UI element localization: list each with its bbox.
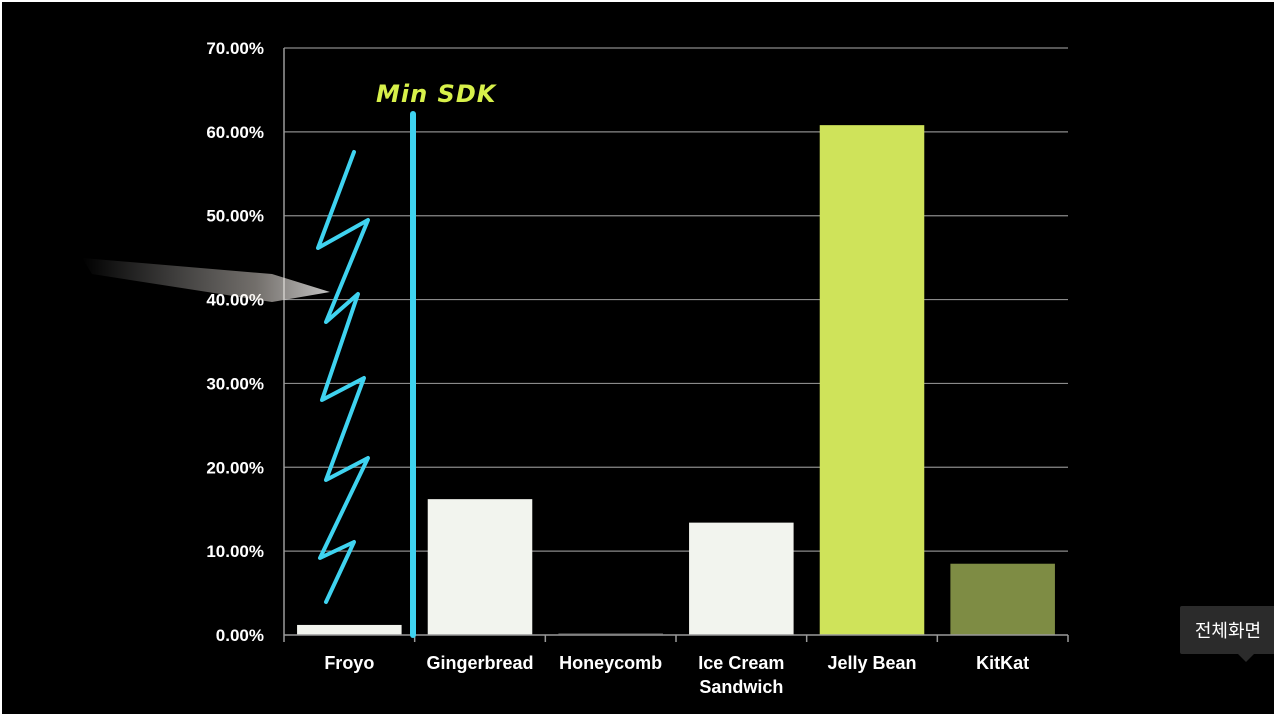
min-sdk-label: Min SDK [376, 80, 498, 108]
x-category-label: Sandwich [699, 677, 783, 697]
x-category-label: Jelly Bean [827, 653, 916, 673]
y-tick-label: 20.00% [206, 458, 264, 477]
y-tick-label: 60.00% [206, 123, 264, 142]
y-tick-label: 10.00% [206, 542, 264, 561]
fullscreen-tooltip: 전체화면 [1180, 606, 1274, 654]
x-category-label: Honeycomb [559, 653, 662, 673]
tooltip-arrow [1238, 654, 1254, 662]
x-category-label: Gingerbread [426, 653, 533, 673]
gridlines [284, 47, 1068, 552]
axes [283, 48, 1069, 642]
bar-gingerbread [427, 499, 533, 635]
labels: 0.00%10.00%20.00%30.00%40.00%50.00%60.00… [206, 39, 1029, 697]
y-tick-label: 0.00% [216, 626, 264, 645]
bar-kitkat [950, 563, 1055, 635]
bar-honeycomb [558, 633, 663, 635]
y-tick-label: 30.00% [206, 374, 264, 393]
y-tick-label: 70.00% [206, 39, 264, 58]
bar-jelly-bean [819, 125, 925, 636]
light-glare [82, 258, 330, 302]
squiggle-annotation [316, 150, 370, 604]
bars [297, 125, 1055, 636]
x-category-label: Froyo [324, 653, 374, 673]
x-category-label: KitKat [976, 653, 1029, 673]
bar-froyo [297, 624, 402, 635]
x-category-label: Ice Cream [698, 653, 784, 673]
bar-ice-cream-sandwich [689, 522, 794, 635]
y-tick-label: 50.00% [206, 207, 264, 226]
